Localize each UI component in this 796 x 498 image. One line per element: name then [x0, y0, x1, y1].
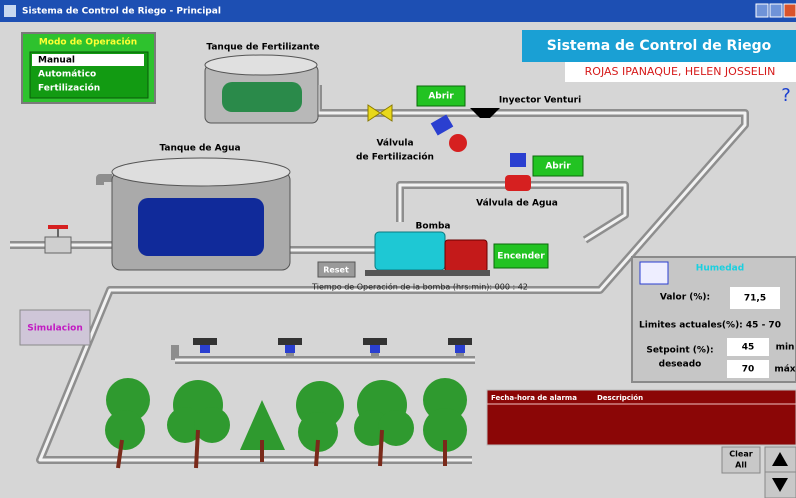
- pump-on-label: Encender: [497, 252, 545, 262]
- fertilizer-valve-label: Válvula: [376, 139, 413, 149]
- setpoint-max-label: máx: [774, 365, 795, 375]
- water-valve-label: Válvula de Agua: [476, 199, 558, 209]
- clear-all-label: Clear: [729, 450, 752, 459]
- setpoint-min-label: min: [776, 343, 795, 353]
- open-fert-label: Abrir: [428, 92, 454, 102]
- humidity-icon: [640, 262, 668, 284]
- help-button[interactable]: ?: [781, 85, 791, 106]
- alarm-column: Descripción: [597, 394, 643, 402]
- app-window: Sistema de Control de Riego - Principal …: [0, 0, 796, 498]
- minimize-button[interactable]: [756, 4, 768, 17]
- window-icon: [4, 5, 16, 17]
- fertilizer-valve-label: de Fertilización: [356, 152, 434, 163]
- mode-panel-title: Modo de Operación: [39, 37, 137, 48]
- setpoint-label: Setpoint (%):: [646, 346, 713, 356]
- setpoint-max: 70: [742, 365, 755, 375]
- mode-option[interactable]: Automático: [38, 70, 96, 80]
- window-title: Sistema de Control de Riego - Principal: [22, 7, 221, 17]
- maximize-button[interactable]: [770, 4, 782, 17]
- reset-label: Reset: [323, 266, 349, 275]
- alarm-column: Fecha-hora de alarma: [491, 394, 577, 402]
- header-title: Sistema de Control de Riego: [547, 38, 772, 54]
- venturi-label: Inyector Venturi: [499, 96, 581, 106]
- water-tank: [112, 158, 290, 270]
- simulation-label: Simulacion: [27, 324, 83, 334]
- pump-label: Bomba: [416, 222, 451, 232]
- pump-time: Tiempo de Operación de la bomba (hrs:min…: [311, 282, 528, 292]
- fertilizer-tank-label: Tanque de Fertilizante: [206, 43, 319, 53]
- close-button[interactable]: [784, 4, 796, 17]
- humidity-value-label: Valor (%):: [660, 293, 710, 303]
- humidity-limits: Limites actuales(%): 45 - 70: [639, 321, 781, 331]
- setpoint-label: deseado: [659, 360, 702, 370]
- humidity-value: 71,5: [744, 294, 766, 304]
- author-name: ROJAS IPANAQUE, HELEN JOSSELIN: [585, 65, 776, 78]
- setpoint-min: 45: [742, 343, 755, 353]
- open-water-label: Abrir: [545, 162, 571, 172]
- mode-option[interactable]: Manual: [38, 56, 75, 66]
- humidity-title: Humedad: [696, 264, 744, 274]
- fertilizer-tank: [205, 55, 318, 123]
- mode-option[interactable]: Fertilización: [38, 83, 100, 94]
- water-tank-label: Tanque de Agua: [159, 144, 240, 154]
- clear-all-label: All: [735, 461, 747, 470]
